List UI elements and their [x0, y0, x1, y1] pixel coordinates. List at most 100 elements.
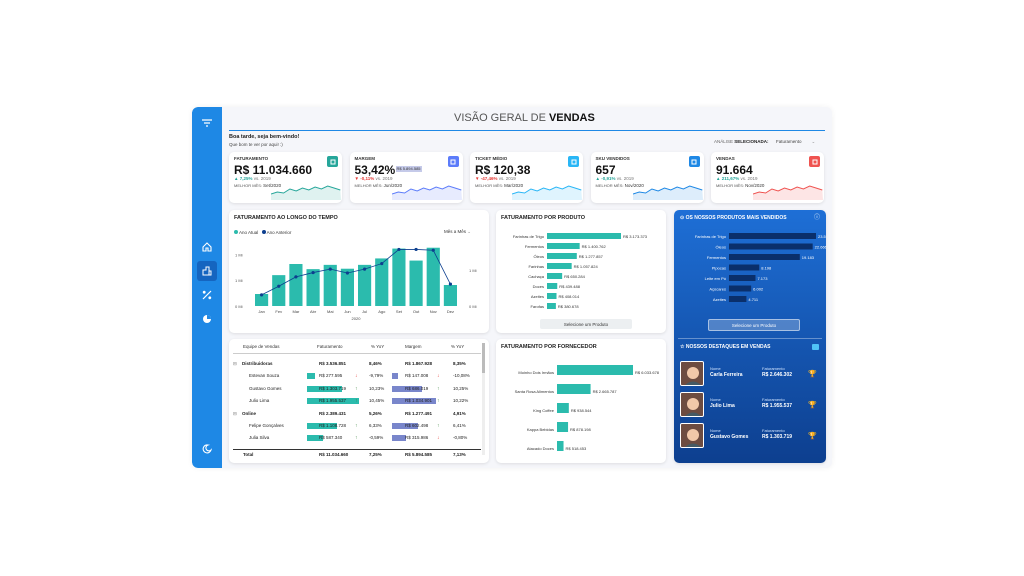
- point-previous[interactable]: [259, 293, 264, 297]
- bar-current[interactable]: [272, 275, 286, 306]
- table-header: % YoY: [451, 344, 465, 349]
- collapse-icon[interactable]: ⊟: [233, 361, 237, 366]
- table-row[interactable]: Julia Silva ↑ ↓ R$ 587.340 -0,59% R$ 315.986 -…: [229, 432, 481, 444]
- bar-value: R$ 408.014: [559, 294, 580, 299]
- home-icon[interactable]: [197, 237, 217, 257]
- table-row[interactable]: Julio Lima ↑ ↑ R$ 1.955.537 10,45% R$ 1.034.9…: [229, 395, 481, 407]
- row-yoy2: 8,35%: [453, 361, 466, 366]
- bar[interactable]: [729, 285, 752, 292]
- bar[interactable]: [729, 243, 813, 250]
- row-yoy: 10,23%: [369, 385, 385, 391]
- point-previous[interactable]: [380, 261, 384, 266]
- avatar: [680, 392, 704, 417]
- table-row[interactable]: ⊟ Online R$ 2.389.431 5,26% R$ 1.277.491 4,91…: [229, 408, 481, 420]
- point-previous[interactable]: [414, 247, 418, 252]
- bar[interactable]: [729, 254, 800, 260]
- bar-current[interactable]: [289, 264, 303, 306]
- point-previous[interactable]: [277, 284, 281, 288]
- bar[interactable]: [547, 263, 572, 269]
- fat-databar: [307, 373, 315, 380]
- table-scrollbar[interactable]: [482, 343, 485, 455]
- greeting: Boa tarde, seja bem-vindo!: [229, 134, 300, 140]
- info-icon[interactable]: ⓘ: [814, 215, 821, 221]
- table-row[interactable]: Estevan Souza ↓ ↓ R$ 277.595 -9,79% R$ 147.00…: [229, 370, 481, 382]
- top-select-button-label: Selecione um Produto: [731, 322, 777, 328]
- product-select-button[interactable]: Selecione um Produto: [540, 319, 632, 329]
- bar[interactable]: [547, 273, 563, 279]
- bar[interactable]: [557, 384, 591, 394]
- kpi-value-tag: R$ 5.894.585: [395, 166, 422, 172]
- point-previous[interactable]: [448, 282, 453, 286]
- bar-value: R$ 6.033.678: [635, 370, 660, 375]
- bar[interactable]: [729, 275, 756, 281]
- top-products-plot: Farinhas de Trigo 23.571 Óleos 22.666 Fermen…: [695, 233, 826, 302]
- kpi-icon: [327, 156, 338, 167]
- y-tick-right: 0 Mi: [469, 304, 477, 309]
- product-chart-card: FATURAMENTO POR PRODUTO Farinhas de Trig…: [496, 210, 666, 333]
- bar[interactable]: [557, 441, 564, 451]
- bar-category: Leite em Pó: [705, 276, 727, 281]
- bar[interactable]: [547, 253, 577, 259]
- point-previous[interactable]: [345, 271, 350, 275]
- bar-current[interactable]: [443, 285, 457, 306]
- analysis-dropdown[interactable]: Faturamento ⌄: [776, 139, 815, 145]
- building-icon[interactable]: [197, 261, 217, 281]
- filter-icon[interactable]: [197, 113, 217, 133]
- point-previous[interactable]: [328, 267, 332, 271]
- bar-current[interactable]: [358, 264, 372, 306]
- bar[interactable]: [557, 403, 569, 413]
- bar-current[interactable]: [255, 294, 269, 306]
- arrow-down-icon: ↓: [355, 373, 358, 380]
- top-select-button[interactable]: Selecione um Produto: [708, 319, 800, 331]
- bar[interactable]: [729, 233, 816, 239]
- table-scrollbar-thumb[interactable]: [482, 343, 485, 373]
- bar[interactable]: [729, 296, 747, 302]
- moon-icon[interactable]: [197, 439, 217, 459]
- table-row[interactable]: ⊟ Distribuidoras R$ 3.536.851 8,46% R$ 1.867…: [229, 358, 481, 370]
- legend-previous: Ano Anterior: [266, 230, 292, 235]
- point-previous[interactable]: [397, 247, 401, 252]
- bar[interactable]: [547, 233, 621, 239]
- point-previous[interactable]: [294, 275, 298, 279]
- bar-current[interactable]: [426, 247, 440, 306]
- top-products-header: ⊙ OS NOSSOS PRODUTOS MAIS VENDIDOS: [680, 216, 787, 221]
- product-chart-title: FATURAMENTO POR PRODUTO: [501, 215, 586, 221]
- bar[interactable]: [547, 283, 558, 289]
- pie-chart-icon[interactable]: [197, 309, 217, 329]
- kpi-sparkline: [512, 185, 582, 200]
- page-title: VISÃO GERAL DE VENDAS: [454, 113, 595, 124]
- bar[interactable]: [547, 303, 556, 309]
- kpi-best-value: Jun/2020: [383, 183, 403, 188]
- bar-current[interactable]: [392, 248, 406, 306]
- bar[interactable]: [729, 264, 760, 271]
- margin-databar: [392, 435, 406, 442]
- kpi-value: 53,42%: [354, 163, 396, 177]
- bar[interactable]: [557, 422, 569, 432]
- y-tick-right: 1 Mi: [469, 268, 477, 273]
- sparkline-line: [512, 185, 582, 195]
- edit-icon[interactable]: [812, 344, 819, 350]
- arrow-up-icon: ▲: [716, 176, 721, 181]
- percent-icon[interactable]: [197, 285, 217, 305]
- collapse-icon[interactable]: ⊟: [233, 410, 237, 416]
- table-row[interactable]: Felipe Gonçalves ↑ ↑ R$ 1.108.728 6,33% R$ 60…: [229, 420, 481, 432]
- point-previous[interactable]: [311, 270, 315, 275]
- bar-category: Azeites: [531, 294, 544, 299]
- bar-current[interactable]: [375, 258, 389, 306]
- bar[interactable]: [557, 365, 633, 375]
- sparkline-area: [512, 186, 582, 200]
- supplier-chart-plot: Moinho Dois Irmãos R$ 6.033.678 Santa Rosa…: [515, 365, 660, 451]
- point-previous[interactable]: [431, 248, 435, 252]
- bar-current[interactable]: [306, 269, 320, 306]
- row-margin: R$ 1.867.928: [405, 361, 433, 366]
- kpi-delta: ▲ 211,67% vs. 2019: [716, 176, 758, 182]
- bar[interactable]: [547, 243, 580, 249]
- bar-current[interactable]: [340, 268, 354, 306]
- kpi-best-value: Nov/2020: [624, 183, 644, 188]
- bar-current[interactable]: [323, 264, 337, 306]
- table-row[interactable]: Gustavo Gomes ↑ ↑ R$ 1.303.719 10,23% R$ 686.…: [229, 383, 481, 395]
- time-chart-dropdown[interactable]: Mês a Mês ⌄: [444, 229, 471, 235]
- bar[interactable]: [547, 293, 557, 299]
- bar-current[interactable]: [409, 260, 423, 306]
- point-previous[interactable]: [362, 267, 367, 271]
